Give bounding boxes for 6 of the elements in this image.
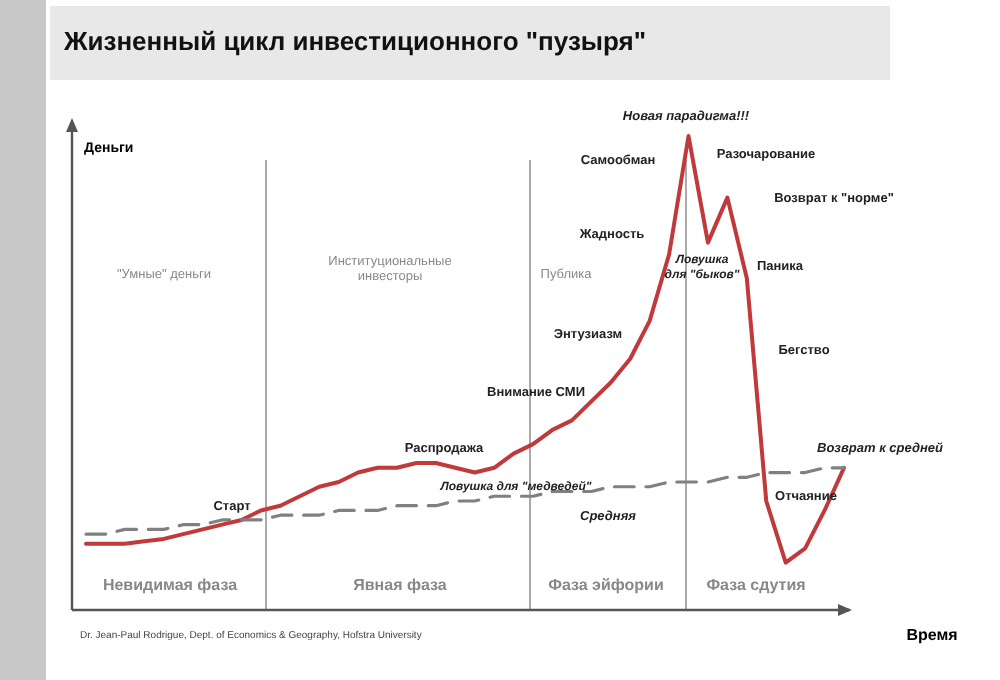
annotation: Явная фаза: [353, 576, 448, 594]
annotation: Фаза сдутия: [706, 576, 807, 594]
annotation: Невидимая фаза: [102, 576, 239, 594]
annotation: Фаза эйфории: [548, 576, 664, 594]
x-axis-title: Время: [906, 626, 959, 644]
chart-title: Жизненный цикл инвестиционного "пузыря": [62, 26, 647, 56]
